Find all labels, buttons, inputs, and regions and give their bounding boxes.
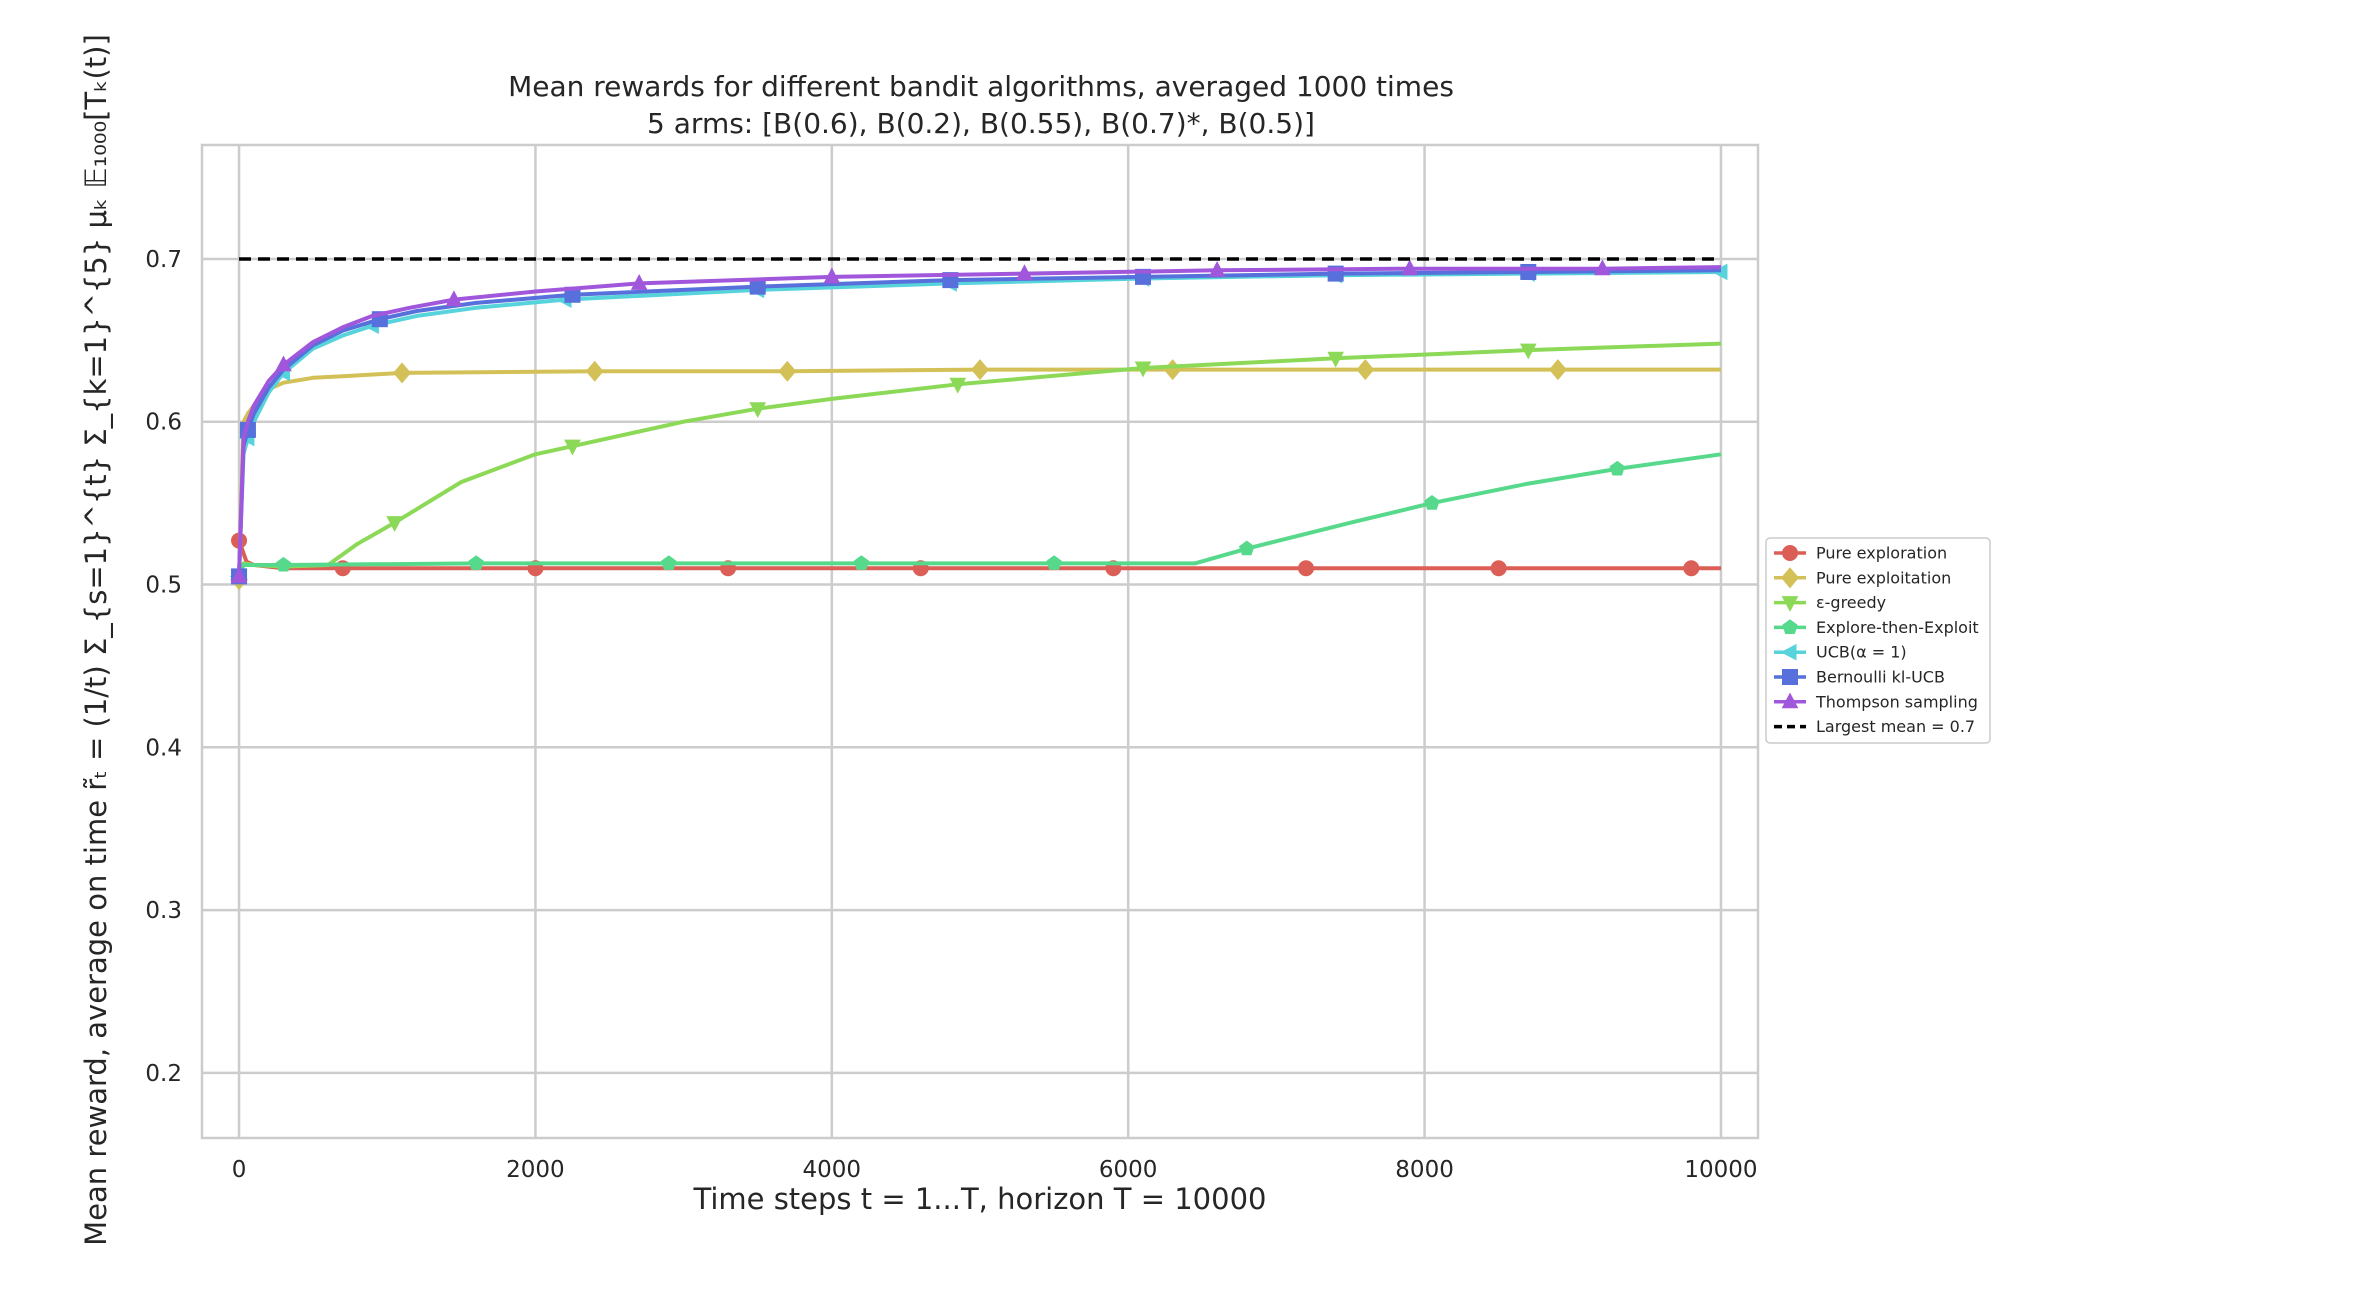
legend-item: UCB(α = 1) (1774, 643, 1907, 662)
legend-box (1765, 537, 1991, 744)
x-ticks: 0 2000 4000 6000 8000 10000 (232, 1157, 1758, 1183)
legend: Pure exploration Pure exploitation ε-greed… (1765, 537, 1991, 744)
series-line-ucb-1 (237, 270, 1722, 577)
data-point (1356, 359, 1375, 381)
y-tick-label: 0.4 (145, 735, 182, 761)
series-ucb-1 (229, 263, 1728, 585)
data-point (1208, 261, 1226, 277)
data-point (1609, 460, 1625, 476)
x-tick-label: 4000 (803, 1157, 862, 1183)
legend-item: Thompson sampling (1774, 692, 1978, 711)
legend-label: Pure exploitation (1816, 568, 1951, 587)
data-point (1163, 359, 1182, 381)
plot-frame (200, 143, 1760, 1140)
y-tick-label: 0.7 (145, 247, 182, 273)
legend-item: Pure exploitation (1774, 567, 1951, 589)
x-axis-label: Time steps t = 1...T, horizon T = 10000 (693, 1182, 1267, 1216)
data-point (1239, 540, 1255, 556)
data-point (661, 555, 677, 570)
x-tick-label: 8000 (1395, 1157, 1454, 1183)
legend-label: Thompson sampling (1815, 692, 1978, 711)
series-line-bernoulli-kl-ucb (237, 268, 1722, 577)
data-point (853, 555, 870, 570)
series-line-pure-exploitation (237, 367, 1721, 580)
chart-subtitle: 5 arms: [B(0.6), B(0.2), B(0.55), B(0.7)… (0, 107, 1962, 140)
legend-item: ε-greedy (1774, 593, 1886, 612)
data-point (1134, 361, 1152, 378)
legend-label: Largest mean = 0.7 (1816, 717, 1975, 736)
data-point (585, 360, 604, 382)
data-point (949, 377, 967, 394)
data-point (1683, 560, 1700, 577)
series-pure-exploitation (230, 359, 1721, 591)
legend-marker (1782, 619, 1798, 634)
legend-marker (1782, 545, 1798, 561)
legend-marker (1781, 567, 1799, 589)
y-tick-label: 0.2 (145, 1061, 182, 1087)
data-point (1046, 555, 1062, 570)
legend-label: Bernoulli kl-UCB (1816, 668, 1945, 687)
legend-item: Largest mean = 0.7 (1774, 717, 1975, 736)
data-point (971, 359, 989, 381)
series-layer (229, 257, 1728, 591)
legend-marker (1781, 692, 1799, 709)
x-tick-label: 0 (232, 1157, 247, 1183)
data-point (1424, 495, 1440, 510)
legend-marker (1781, 596, 1799, 612)
legend-label: UCB(α = 1) (1816, 643, 1907, 662)
legend-label: Explore-then-Exploit (1816, 618, 1979, 637)
legend-label: Pure exploration (1816, 544, 1947, 563)
x-tick-label: 10000 (1684, 1157, 1757, 1183)
x-tick-label: 6000 (1099, 1157, 1158, 1183)
data-point (1594, 259, 1611, 276)
y-ticks: 0.2 0.3 0.4 0.5 0.6 0.7 (145, 247, 182, 1087)
data-point (275, 556, 292, 572)
data-point (1519, 343, 1537, 360)
data-point (230, 567, 248, 583)
data-point (630, 274, 648, 290)
data-point (1401, 259, 1419, 276)
y-tick-label: 0.3 (145, 898, 182, 924)
data-point (1298, 560, 1315, 577)
series-greedy (230, 341, 1722, 586)
legend-marker (1782, 669, 1798, 685)
grid (202, 145, 1758, 1138)
data-point (778, 360, 797, 382)
data-point (564, 439, 581, 456)
legend-label: ε-greedy (1816, 593, 1886, 612)
chart-subtitle-text: 5 arms: [B(0.6), B(0.2), B(0.55), B(0.7)… (647, 107, 1315, 140)
data-point (1490, 560, 1507, 577)
data-point (823, 267, 841, 284)
chart-title-text: Mean rewards for different bandit algori… (508, 70, 1454, 103)
data-point (1549, 359, 1567, 381)
y-tick-label: 0.6 (145, 410, 182, 436)
chart-title: Mean rewards for different bandit algori… (0, 70, 1962, 103)
data-point (1327, 351, 1344, 368)
legend-marker (1780, 643, 1797, 661)
y-tick-label: 0.5 (145, 573, 182, 599)
data-point (468, 555, 484, 570)
legend-item: Bernoulli kl-UCB (1774, 668, 1945, 687)
series-thompson-sampling (230, 259, 1722, 583)
legend-item: Pure exploration (1774, 544, 1947, 563)
data-point (275, 355, 292, 372)
data-point (1016, 264, 1033, 281)
data-point (386, 516, 403, 532)
series-pure-exploration (231, 532, 1721, 577)
y-axis-label: Mean reward, average on time r̃ₜ = (1/t)… (79, 34, 113, 1246)
x-tick-label: 2000 (506, 1157, 565, 1183)
data-point (749, 402, 767, 419)
series-line-explore-then-exploit (237, 452, 1722, 578)
legend-item: Explore-then-Exploit (1774, 618, 1979, 637)
data-point (445, 290, 463, 307)
data-point (393, 362, 411, 384)
